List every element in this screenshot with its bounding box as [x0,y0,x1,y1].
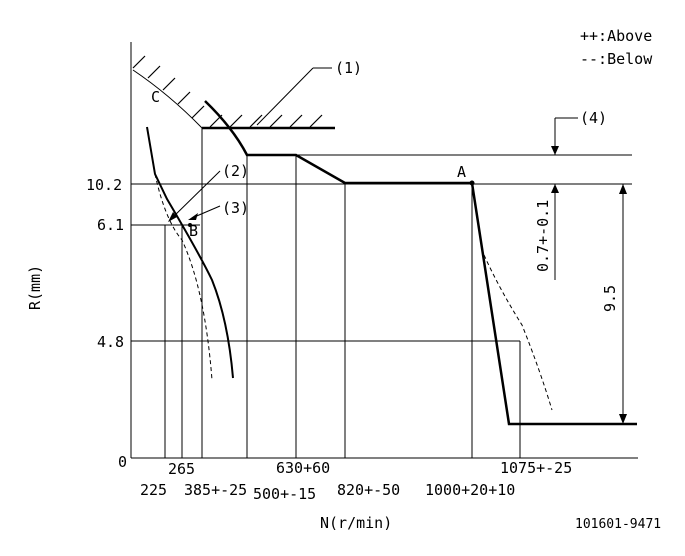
stroke-arrow-bottom [619,414,627,424]
stroke-label: 9.5 [601,285,619,312]
y-tick-10-2: 10.2 [86,176,122,194]
callout-4-label: (4) [580,109,607,127]
point-b-label: B [189,222,198,240]
y-tick-4-8: 4.8 [97,333,124,351]
legend-above: ++:Above [580,27,652,45]
x-tick-385: 385+-25 [184,481,247,499]
point-a-label: A [457,163,466,181]
legend-below: --:Below [580,50,653,68]
droop-curve-dashed [483,254,553,411]
tolerance-label: 0.7+-0.1 [534,200,552,272]
stroke-arrow-top [619,184,627,194]
tolerance-arrow-top [551,146,559,155]
point-b-marker [188,223,192,227]
x-tick-225: 225 [140,481,167,499]
x-axis-label: N(r/min) [320,514,392,532]
governor-curve [204,100,637,426]
y-tick-0: 0 [118,453,127,471]
tolerance-arrow-bottom [551,184,559,193]
point-a-marker [469,180,475,186]
callout-2-label: (2) [222,162,249,180]
idle-curve-upper [146,126,234,379]
x-tick-820: 820+-50 [337,481,400,499]
callout-2-leader [169,170,221,221]
y-tick-6-1: 6.1 [97,216,124,234]
callout-3-arrow [188,213,198,220]
y-axis-label: R(mm) [26,265,44,310]
callout-1-leader [256,67,314,126]
figure-id: 101601-9471 [575,517,661,532]
stopper-hatch [132,55,335,130]
callout-3-label: (3) [222,199,249,217]
point-c-label: C [151,88,160,106]
callout-1-label: (1) [335,59,362,77]
x-tick-500: 500+-15 [253,485,316,503]
x-tick-630: 630+60 [276,459,330,477]
x-tick-1000: 1000+20+10 [425,481,515,499]
idle-curve-lower-dashed [154,173,213,381]
callout-2-arrow [168,212,177,222]
x-tick-1075: 1075+-25 [500,459,572,477]
x-tick-265: 265 [168,460,195,478]
